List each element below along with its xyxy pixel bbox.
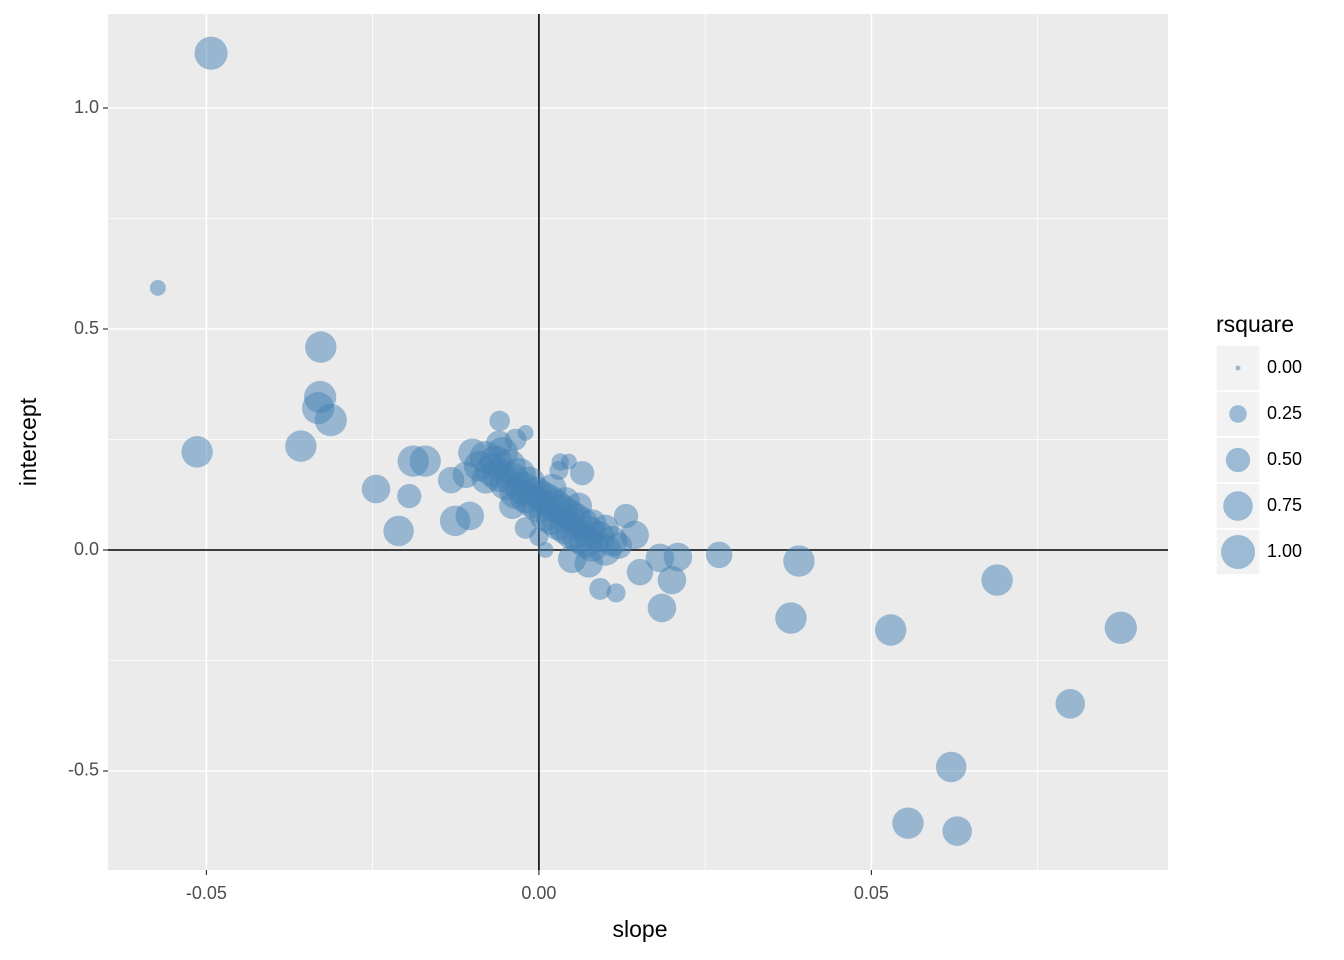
- y-axis-title: intercept: [15, 397, 41, 486]
- legend-label: 0.75: [1267, 495, 1302, 515]
- point: [1104, 611, 1137, 644]
- point: [1055, 689, 1086, 719]
- point: [397, 483, 422, 509]
- y-tick-label: -0.5: [68, 760, 99, 780]
- x-tick-label: 0.05: [854, 883, 889, 903]
- point: [645, 543, 675, 573]
- point: [458, 438, 487, 468]
- point: [647, 593, 677, 623]
- y-tick-label: 0.0: [74, 539, 99, 559]
- point: [504, 428, 527, 451]
- point: [452, 461, 480, 489]
- legend-title: rsquare: [1216, 311, 1294, 337]
- point: [626, 558, 654, 586]
- point: [305, 331, 337, 363]
- point: [149, 279, 166, 296]
- point: [574, 548, 604, 578]
- legend-label: 0.25: [1267, 403, 1302, 423]
- point: [783, 545, 815, 577]
- point: [874, 614, 907, 646]
- point: [455, 501, 485, 531]
- point: [657, 565, 687, 595]
- point: [194, 36, 228, 70]
- point: [942, 816, 972, 846]
- y-tick-label: 1.0: [74, 97, 99, 117]
- legend-label: 1.00: [1267, 541, 1302, 561]
- point: [981, 564, 1013, 596]
- point: [605, 532, 632, 559]
- point: [409, 445, 441, 477]
- x-tick-label: 0.00: [521, 883, 556, 903]
- point: [314, 403, 347, 437]
- point: [892, 807, 924, 839]
- point: [529, 527, 549, 547]
- point: [775, 602, 807, 634]
- legend-label: 0.00: [1267, 357, 1302, 377]
- point: [285, 430, 317, 462]
- point: [499, 492, 526, 520]
- point: [181, 436, 213, 468]
- legend-label: 0.50: [1267, 449, 1302, 469]
- point: [489, 410, 510, 432]
- x-tick-label: -0.05: [186, 883, 227, 903]
- point: [589, 577, 612, 600]
- y-tick-label: 0.5: [74, 318, 99, 338]
- legend-symbol: [1225, 447, 1251, 473]
- point: [569, 460, 595, 486]
- point: [537, 542, 554, 558]
- point: [935, 751, 967, 783]
- point: [361, 474, 391, 504]
- point: [705, 541, 733, 569]
- legend-symbol: [1223, 491, 1253, 521]
- point: [560, 453, 577, 470]
- x-axis-title: slope: [613, 916, 668, 942]
- legend-symbol: [1229, 405, 1247, 423]
- point: [606, 583, 626, 603]
- legend-symbol: [1221, 535, 1255, 569]
- legend-symbol: [1235, 365, 1241, 371]
- point: [383, 515, 414, 547]
- panel: [108, 14, 1168, 870]
